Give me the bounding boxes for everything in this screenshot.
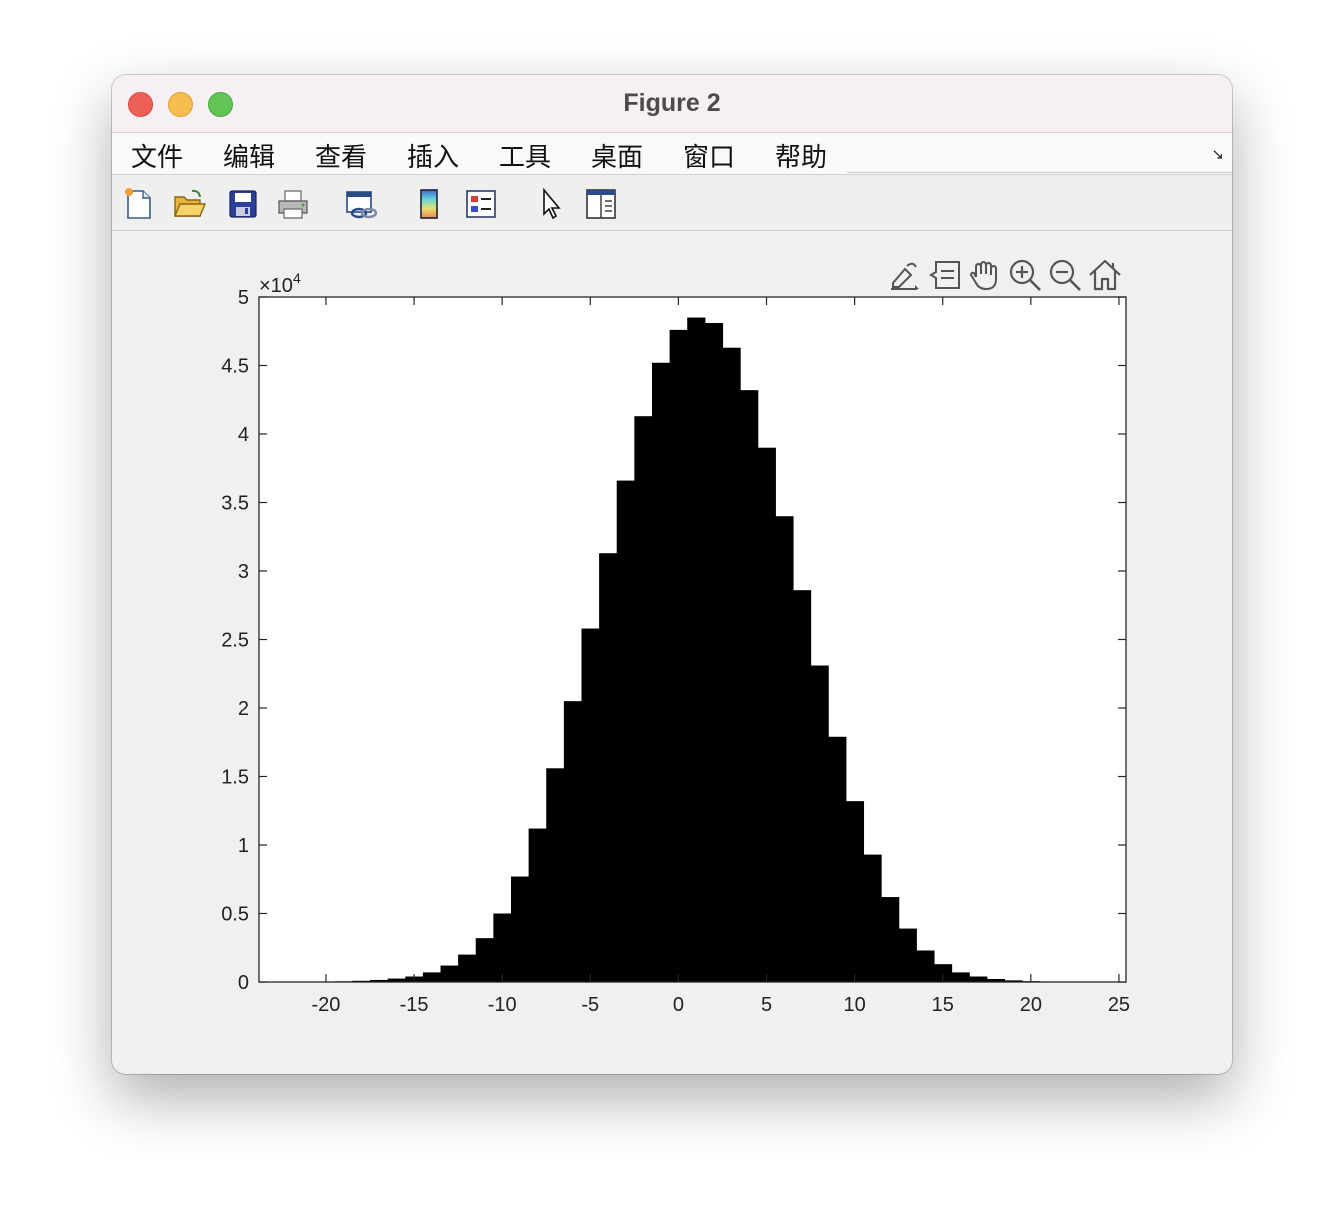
minimize-button[interactable]: [168, 92, 193, 117]
histogram-bar: [740, 390, 759, 982]
save-icon[interactable]: [226, 187, 260, 221]
histogram-bar: [881, 897, 900, 982]
x-tick-label: 0: [673, 994, 684, 1016]
histogram-bar: [599, 553, 618, 982]
colorbar-icon[interactable]: [412, 187, 446, 221]
menu-view[interactable]: 查看: [315, 143, 368, 173]
histogram-bar: [669, 329, 688, 982]
brush-icon[interactable]: [887, 257, 923, 293]
histogram-bar: [722, 347, 741, 982]
x-tick-label: 15: [932, 994, 954, 1016]
y-tick-label: 5: [238, 287, 249, 309]
figure-window: Figure 2 文件 编辑 查看 插入 工具 桌面 窗口 帮助 ↘: [112, 75, 1232, 1074]
histogram-bar: [916, 950, 935, 982]
menu-tools[interactable]: 工具: [499, 143, 552, 173]
histogram-bar: [845, 801, 865, 982]
histogram-bar: [986, 978, 1006, 982]
histogram-bar: [563, 701, 583, 982]
title-bar[interactable]: Figure 2: [112, 75, 1232, 133]
y-tick-label: 3: [238, 561, 249, 583]
x-tick-label: -20: [312, 994, 341, 1016]
y-tick-label: 2.5: [221, 630, 249, 652]
histogram-bar: [810, 665, 829, 982]
menu-file[interactable]: 文件: [131, 143, 184, 173]
dock-arrow-icon[interactable]: ↘: [1211, 146, 1224, 163]
print-icon[interactable]: [276, 187, 310, 221]
histogram-bar: [687, 317, 706, 982]
y-tick-label: 1: [238, 835, 249, 857]
window-title: Figure 2: [623, 89, 721, 117]
home-icon[interactable]: [1087, 257, 1123, 293]
histogram-bar: [651, 362, 671, 982]
histogram-bar: [898, 928, 917, 982]
histogram-bar: [704, 323, 724, 982]
histogram-bar: [387, 978, 406, 982]
histogram-bar: [757, 447, 776, 982]
x-tick-label: -15: [400, 994, 429, 1016]
histogram-bar: [422, 972, 442, 982]
x-tick-label: 5: [761, 994, 772, 1016]
axes-box: [258, 296, 1127, 983]
y-tick-label: 0: [238, 972, 249, 994]
menu-edit[interactable]: 编辑: [223, 143, 276, 173]
histogram-bar: [528, 828, 547, 982]
datatip-icon[interactable]: [927, 257, 963, 293]
y-tick-label: 4.5: [221, 356, 249, 378]
menu-window[interactable]: 窗口: [683, 143, 736, 173]
zoom-out-icon[interactable]: [1047, 257, 1083, 293]
new-figure-icon[interactable]: [122, 187, 156, 221]
histogram-bar: [370, 979, 389, 982]
histogram-bar: [493, 913, 512, 982]
maximize-button[interactable]: [208, 92, 233, 117]
x-tick-label: -5: [581, 994, 599, 1016]
y-tick-label: 1.5: [221, 767, 249, 789]
histogram-bar: [792, 590, 812, 982]
histogram-chart[interactable]: ×104 -20 -15 -10 -5 0 5 10 15 20 25 0 0.5 1 1.5 2 2.5 3 3…: [112, 75, 1232, 1074]
zoom-in-icon[interactable]: [1007, 257, 1043, 293]
figure-toolbar: [112, 175, 1232, 231]
pan-hand-icon[interactable]: [967, 257, 1003, 293]
histogram-bar: [634, 416, 653, 982]
histogram-bar: [458, 954, 477, 982]
open-file-icon[interactable]: [172, 187, 206, 221]
menu-bar: 文件 编辑 查看 插入 工具 桌面 窗口 帮助 ↘: [112, 133, 1232, 175]
axis-ticks: -20 -15 -10 -5 0 5 10 15 20 25 0 0.5 1 1.5 2 2.5 3 3.5 4 4.…: [221, 287, 1130, 1016]
histogram-bar: [581, 628, 600, 982]
y-tick-label: 2: [238, 698, 249, 720]
menu-divider: [847, 172, 1232, 173]
link-plot-icon[interactable]: [344, 187, 378, 221]
histogram-bars: [299, 317, 1094, 982]
histogram-bar: [933, 964, 953, 982]
y-tick-label: 0.5: [221, 904, 249, 926]
histogram-bar: [951, 972, 970, 982]
histogram-bar: [510, 876, 530, 982]
histogram-bar: [1004, 980, 1023, 982]
histogram-bar: [440, 965, 459, 982]
x-tick-label: -10: [488, 994, 517, 1016]
histogram-bar: [863, 854, 882, 982]
edit-plot-pointer-icon[interactable]: [534, 187, 568, 221]
close-button[interactable]: [128, 92, 153, 117]
y-tick-label: 4: [238, 424, 249, 446]
y-exponent-label: ×104: [259, 270, 301, 297]
histogram-bar: [969, 976, 988, 982]
menu-desktop[interactable]: 桌面: [591, 143, 644, 173]
menu-insert[interactable]: 插入: [407, 143, 460, 173]
menu-help[interactable]: 帮助: [775, 143, 828, 173]
y-tick-label: 3.5: [221, 493, 249, 515]
legend-icon[interactable]: [464, 187, 498, 221]
histogram-bar: [775, 516, 794, 982]
histogram-bar: [616, 480, 635, 982]
histogram-bar: [828, 736, 847, 982]
histogram-bar: [546, 768, 565, 982]
x-tick-label: 25: [1108, 994, 1130, 1016]
x-tick-label: 10: [843, 994, 865, 1016]
histogram-bar: [475, 938, 494, 982]
x-tick-label: 20: [1020, 994, 1042, 1016]
property-inspector-icon[interactable]: [584, 187, 618, 221]
